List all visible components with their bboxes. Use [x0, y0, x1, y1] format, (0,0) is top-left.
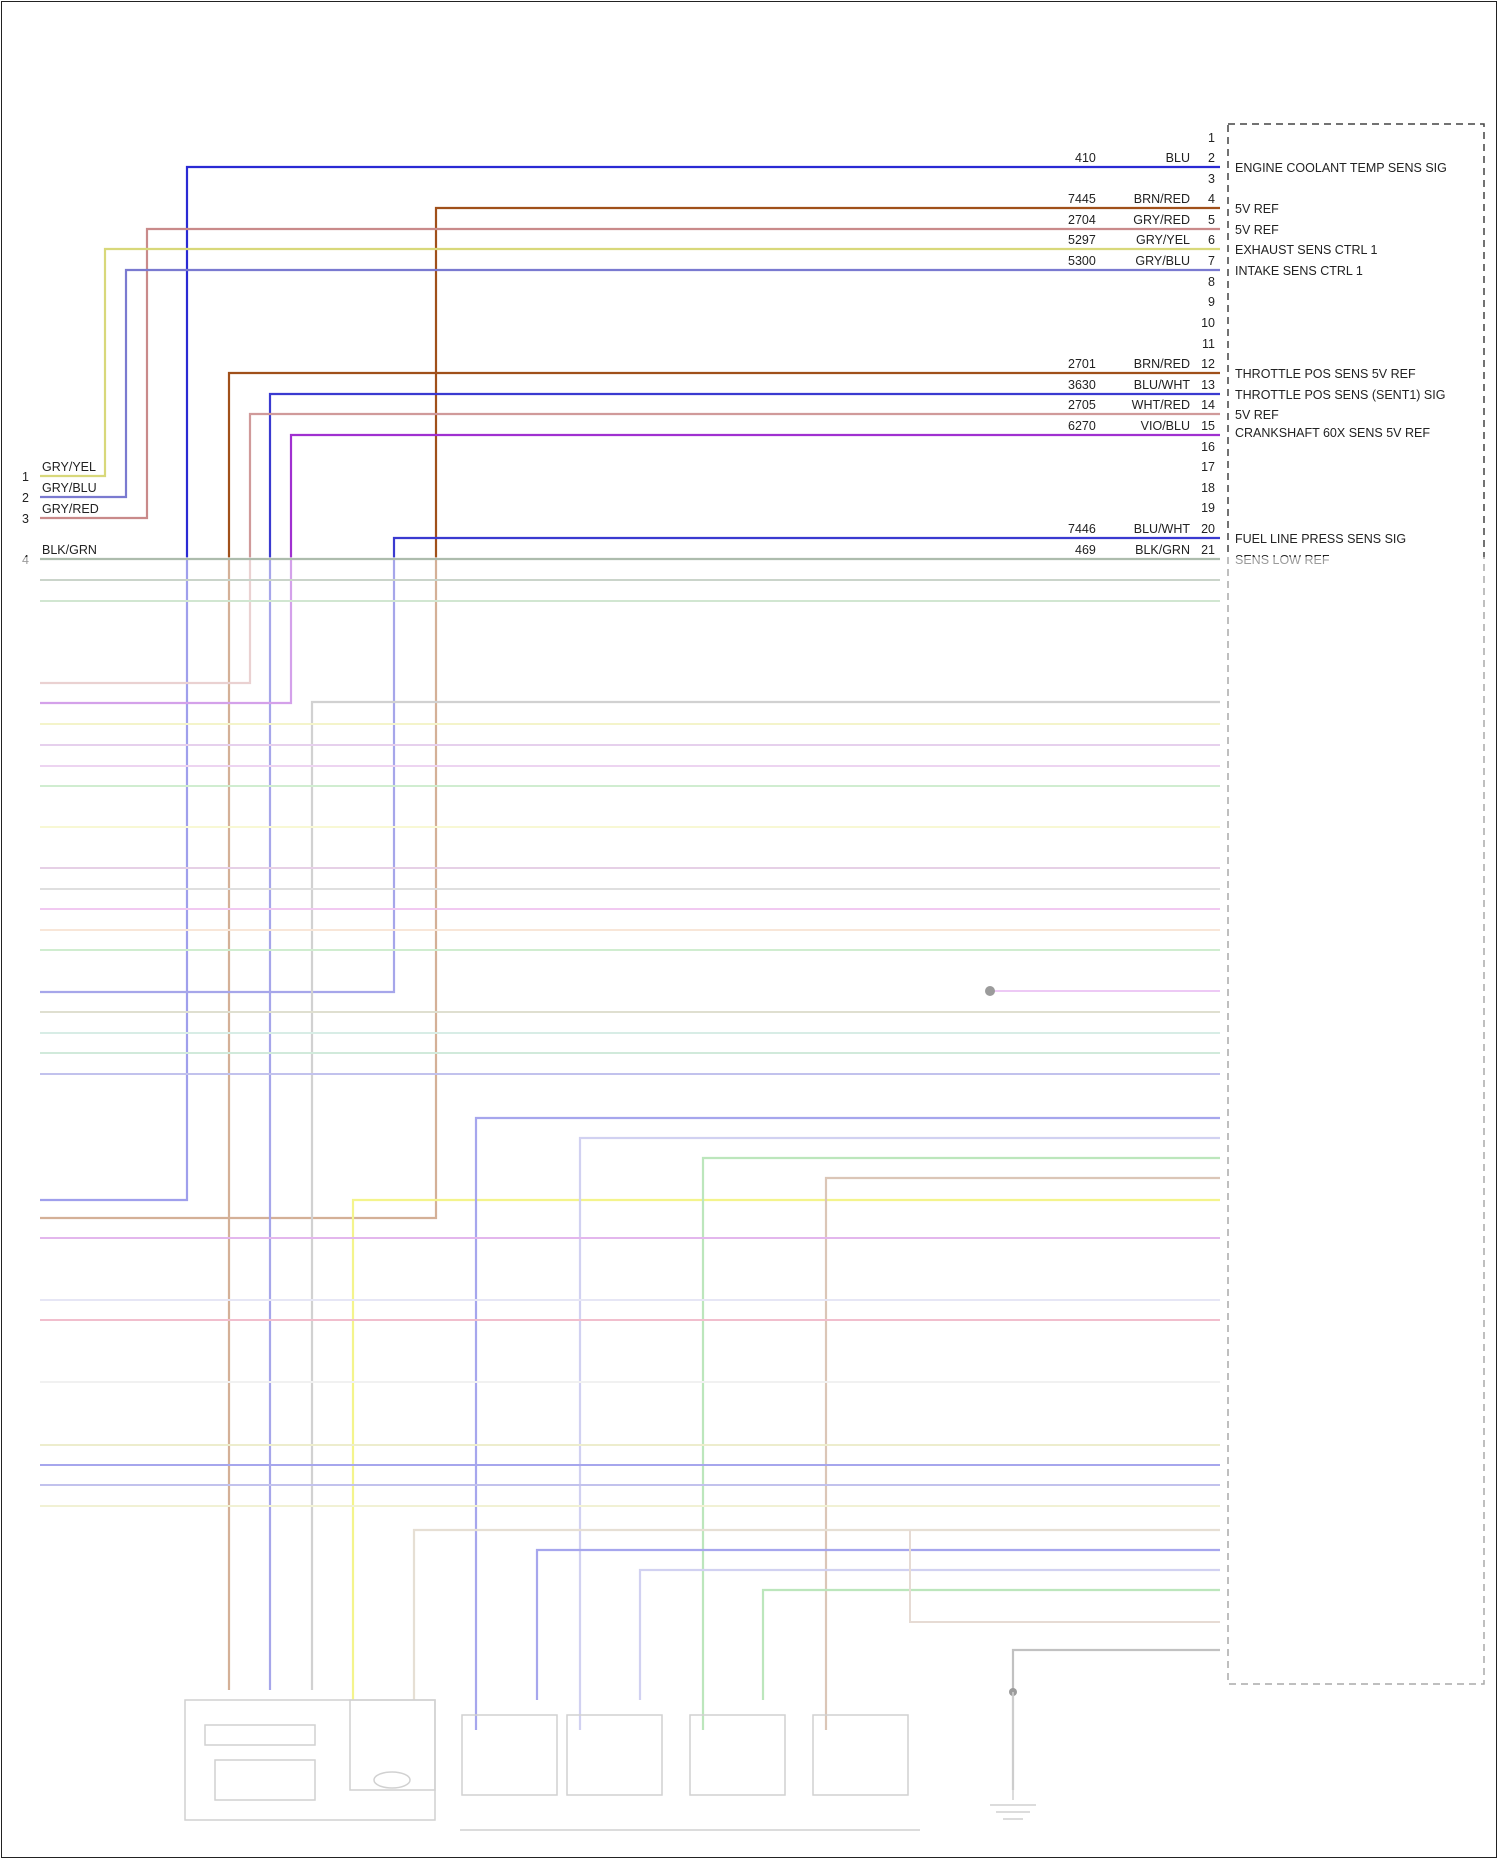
circuit-number: 469 [1075, 543, 1096, 557]
circuit-number: 5300 [1068, 254, 1096, 268]
pin-number: 16 [1201, 440, 1215, 454]
pin-number: 1 [22, 470, 29, 484]
wire-color: GRY/YEL [42, 460, 96, 474]
pin-number: 10 [1201, 316, 1215, 330]
pin-number: 18 [1201, 481, 1215, 495]
pin-number: 17 [1201, 460, 1215, 474]
pin-number: 20 [1201, 522, 1215, 536]
pin-number: 6 [1208, 233, 1215, 247]
signal-name: EXHAUST SENS CTRL 1 [1235, 243, 1377, 257]
circuit-number: 7446 [1068, 522, 1096, 536]
wire-color: BLK/GRN [1135, 543, 1190, 557]
wire-color: VIO/BLU [1141, 419, 1190, 433]
circuit-number: 2704 [1068, 213, 1096, 227]
circuit-number: 2705 [1068, 398, 1096, 412]
wire-color: GRY/RED [42, 502, 99, 516]
signal-name: THROTTLE POS SENS 5V REF [1235, 367, 1416, 381]
faded-region [0, 557, 1500, 1861]
signal-name: THROTTLE POS SENS (SENT1) SIG [1235, 388, 1445, 402]
pin-number: 14 [1201, 398, 1215, 412]
wire-color: GRY/RED [1133, 213, 1190, 227]
pin-number: 11 [1202, 337, 1215, 351]
wire-gry-red-2704 [40, 227, 1220, 520]
pin-number: 3 [22, 512, 29, 526]
signal-name: 5V REF [1235, 202, 1279, 216]
pin-number: 4 [1208, 192, 1215, 206]
circuit-number: 410 [1075, 151, 1096, 165]
circuit-number: 3630 [1068, 378, 1096, 392]
signal-name: ENGINE COOLANT TEMP SENS SIG [1235, 161, 1447, 175]
circuit-number: 5297 [1068, 233, 1096, 247]
pin-number: 13 [1201, 378, 1215, 392]
wire-color: BLU/WHT [1134, 378, 1191, 392]
wire-gry-blu-5300 [40, 268, 1220, 499]
signal-name: CRANKSHAFT 60X SENS 5V REF [1235, 426, 1430, 440]
ecm-pin-table: 1 410 BLU 2 ENGINE COOLANT TEMP SENS SIG… [1068, 131, 1447, 567]
wire-color: GRY/BLU [1135, 254, 1190, 268]
circuit-number: 2701 [1068, 357, 1096, 371]
pin-number: 5 [1208, 213, 1215, 227]
pin-number: 7 [1208, 254, 1215, 268]
wire-color: WHT/RED [1132, 398, 1190, 412]
pin-number: 19 [1201, 501, 1215, 515]
wire-color: BLU [1166, 151, 1190, 165]
pin-number: 8 [1208, 275, 1215, 289]
wire-color: BRN/RED [1134, 192, 1190, 206]
wire-color: GRY/YEL [1136, 233, 1190, 247]
pin-number: 12 [1201, 357, 1215, 371]
wire-color: BLU/WHT [1134, 522, 1191, 536]
signal-name: FUEL LINE PRESS SENS SIG [1235, 532, 1406, 546]
wire-color: BLK/GRN [42, 543, 97, 557]
pin-number: 1 [1208, 131, 1215, 145]
pin-number: 9 [1208, 295, 1215, 309]
pin-number: 3 [1208, 172, 1215, 186]
signal-name: 5V REF [1235, 408, 1279, 422]
wire-color: BRN/RED [1134, 357, 1190, 371]
pin-number: 15 [1201, 419, 1215, 433]
wire-color: GRY/BLU [42, 481, 97, 495]
circuit-number: 7445 [1068, 192, 1096, 206]
pin-number: 21 [1201, 543, 1215, 557]
pin-number: 2 [22, 491, 29, 505]
circuit-number: 6270 [1068, 419, 1096, 433]
signal-name: 5V REF [1235, 223, 1279, 237]
pin-number: 2 [1208, 151, 1215, 165]
wire-gry-yel-5297 [40, 247, 1220, 478]
signal-name: INTAKE SENS CTRL 1 [1235, 264, 1363, 278]
